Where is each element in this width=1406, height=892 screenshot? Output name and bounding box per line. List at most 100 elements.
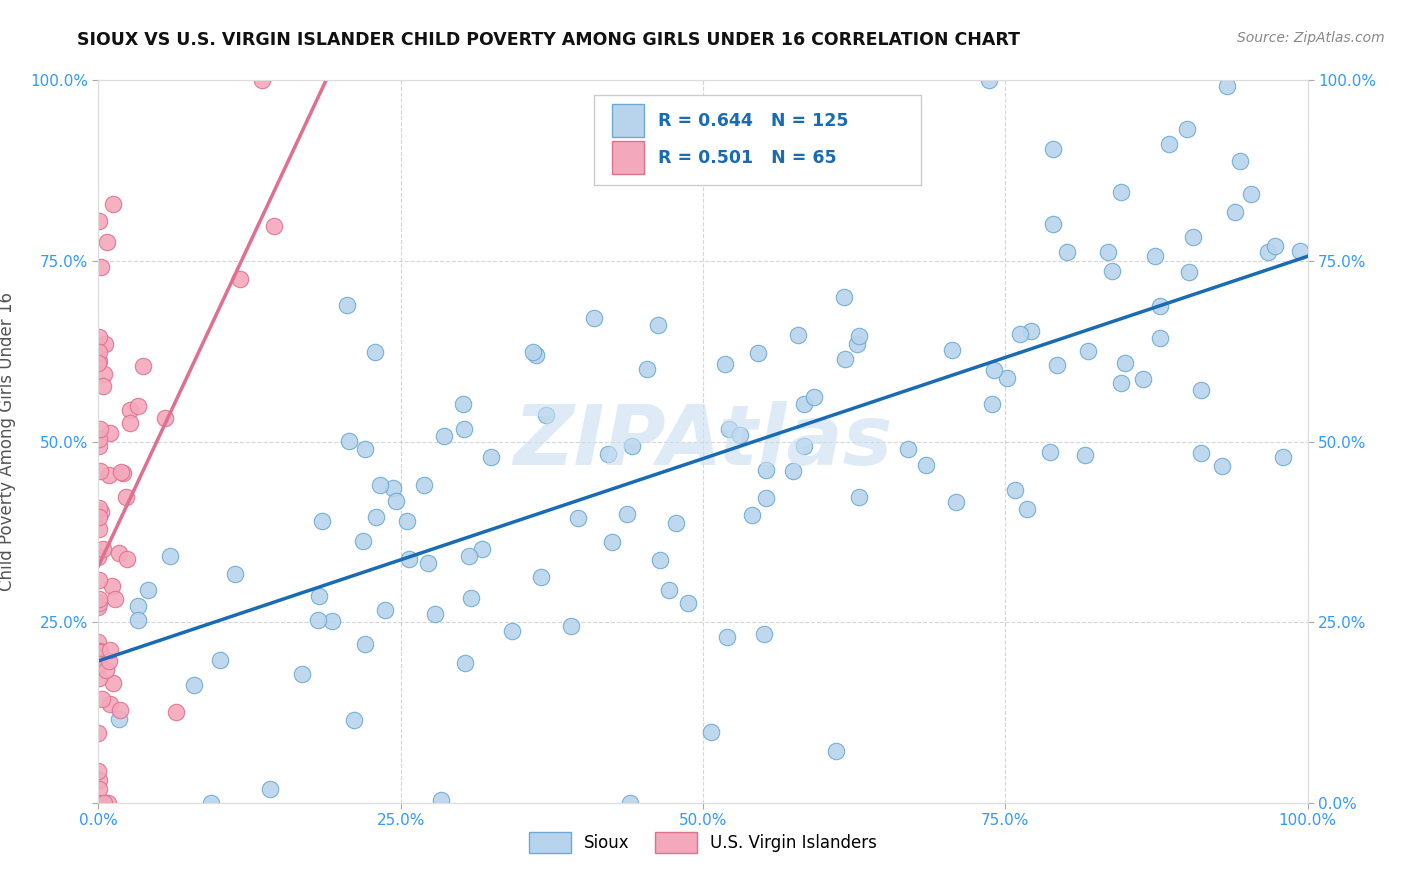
Point — [453, 397, 475, 411]
Y-axis label: Child Poverty Among Girls Under 16: Child Poverty Among Girls Under 16 — [0, 292, 15, 591]
Point — [1015, 502, 1038, 516]
Point — [945, 495, 967, 509]
Point — [89, 646, 111, 660]
Point — [636, 361, 658, 376]
Point — [1240, 187, 1263, 202]
Point — [395, 514, 418, 528]
Point — [1004, 483, 1026, 497]
Point — [1109, 185, 1132, 199]
Point — [368, 478, 391, 492]
Point — [103, 196, 125, 211]
Point — [741, 508, 763, 522]
Text: Source: ZipAtlas.com: Source: ZipAtlas.com — [1237, 31, 1385, 45]
Point — [658, 583, 681, 598]
Point — [832, 290, 855, 304]
Point — [454, 656, 477, 670]
Point — [418, 557, 440, 571]
Point — [1223, 204, 1246, 219]
Point — [1189, 446, 1212, 460]
Point — [108, 703, 131, 717]
Point — [1042, 218, 1064, 232]
Point — [93, 796, 115, 810]
Point — [471, 541, 494, 556]
Point — [252, 73, 274, 87]
Point — [97, 796, 120, 810]
Point — [93, 367, 115, 381]
Point — [1149, 299, 1171, 313]
Point — [307, 613, 329, 627]
Point — [616, 507, 638, 521]
Point — [374, 603, 396, 617]
Point — [425, 607, 447, 622]
Point — [87, 726, 110, 740]
Point — [479, 450, 502, 464]
Point — [433, 428, 456, 442]
Point — [91, 542, 114, 557]
Point — [354, 637, 377, 651]
Point — [89, 464, 111, 478]
Point — [98, 467, 121, 482]
Point — [460, 591, 482, 605]
Point — [429, 793, 451, 807]
Point — [224, 566, 246, 581]
Point — [311, 515, 333, 529]
Point — [793, 397, 815, 411]
Point — [848, 490, 870, 504]
Point — [453, 422, 475, 436]
Point — [98, 643, 121, 657]
Point — [127, 599, 149, 614]
Point — [1042, 142, 1064, 156]
Point — [89, 644, 111, 658]
Point — [995, 370, 1018, 384]
Point — [1157, 136, 1180, 151]
Point — [727, 164, 749, 178]
Text: ZIPAtlas: ZIPAtlas — [513, 401, 893, 482]
FancyBboxPatch shape — [613, 141, 644, 174]
Point — [87, 345, 110, 359]
Point — [87, 500, 110, 515]
Point — [1182, 229, 1205, 244]
Point — [1178, 265, 1201, 279]
Point — [87, 634, 110, 648]
Point — [596, 447, 619, 461]
FancyBboxPatch shape — [613, 104, 644, 137]
Legend: Sioux, U.S. Virgin Islanders: Sioux, U.S. Virgin Islanders — [523, 826, 883, 860]
Point — [1216, 79, 1239, 94]
Point — [1077, 344, 1099, 359]
Point — [165, 705, 187, 719]
Point — [112, 466, 135, 480]
Point — [716, 630, 738, 644]
Point — [717, 422, 740, 436]
Point — [1263, 238, 1285, 252]
Point — [87, 596, 110, 610]
Point — [87, 591, 110, 606]
Point — [87, 550, 110, 565]
Point — [977, 73, 1000, 87]
Point — [87, 599, 110, 614]
Point — [385, 494, 408, 508]
Point — [786, 328, 808, 343]
Text: R = 0.501   N = 65: R = 0.501 N = 65 — [658, 149, 837, 167]
Point — [412, 477, 434, 491]
Point — [118, 417, 141, 431]
Point — [89, 439, 111, 453]
Point — [700, 724, 723, 739]
Point — [208, 653, 231, 667]
Point — [159, 549, 181, 563]
Point — [1132, 372, 1154, 386]
Point — [1074, 448, 1097, 462]
Point — [1101, 264, 1123, 278]
Point — [115, 490, 138, 504]
Point — [1039, 444, 1062, 458]
Point — [665, 516, 688, 531]
Point — [291, 666, 314, 681]
Point — [845, 337, 868, 351]
Point — [104, 591, 127, 606]
Point — [747, 346, 769, 360]
Point — [94, 663, 117, 677]
Point — [1008, 327, 1031, 342]
Point — [621, 439, 644, 453]
Point — [834, 352, 856, 367]
Point — [803, 390, 825, 404]
Point — [136, 582, 159, 597]
